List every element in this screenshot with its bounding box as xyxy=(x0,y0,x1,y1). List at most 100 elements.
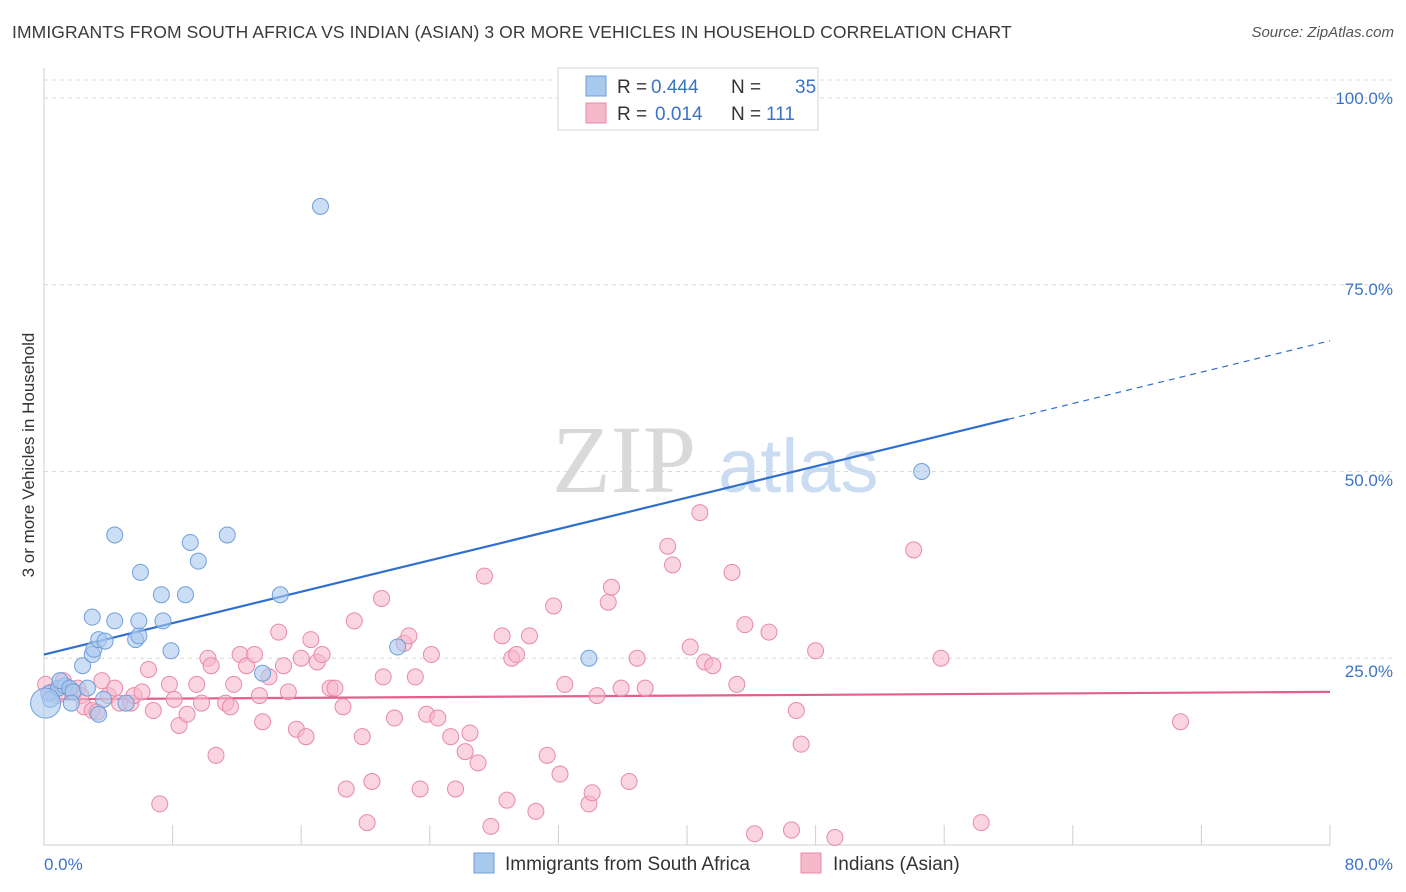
data-point-indians-asian xyxy=(508,646,526,664)
data-point-south-africa xyxy=(106,612,124,630)
data-point-indians-asian xyxy=(520,627,538,645)
data-point-indians-asian xyxy=(461,724,479,742)
data-point-indians-asian xyxy=(334,698,352,716)
data-point-indians-asian xyxy=(165,690,183,708)
x-tick-label: 0.0% xyxy=(44,855,83,874)
data-point-indians-asian xyxy=(270,623,288,641)
data-point-south-africa xyxy=(189,552,207,570)
data-point-indians-asian xyxy=(760,623,778,641)
data-point-south-africa xyxy=(130,612,148,630)
data-point-south-africa xyxy=(78,679,96,697)
data-point-indians-asian xyxy=(313,646,331,664)
data-point-indians-asian xyxy=(337,780,355,798)
data-point-south-africa xyxy=(30,687,62,719)
y-tick-label: 100.0% xyxy=(1335,89,1393,108)
data-point-indians-asian xyxy=(602,578,620,596)
data-point-south-africa xyxy=(154,612,172,630)
data-point-south-africa xyxy=(131,563,149,581)
data-point-indians-asian xyxy=(254,713,272,731)
data-point-indians-asian xyxy=(1172,713,1190,731)
data-point-indians-asian xyxy=(144,702,162,720)
data-point-indians-asian xyxy=(636,679,654,697)
data-point-indians-asian xyxy=(599,593,617,611)
data-point-indians-asian xyxy=(297,728,315,746)
data-point-south-africa xyxy=(130,627,148,645)
data-point-south-africa xyxy=(311,197,329,215)
data-points xyxy=(30,197,1190,847)
bottom-legend-swatch-pink xyxy=(800,852,822,874)
bottom-legend-swatch-blue xyxy=(473,852,495,874)
y-tick-label: 50.0% xyxy=(1345,471,1393,490)
data-point-indians-asian xyxy=(556,675,574,693)
bottom-legend: Immigrants from South Africa Indians (As… xyxy=(473,852,960,875)
data-point-indians-asian xyxy=(498,791,516,809)
bottom-legend-label: Indians (Asian) xyxy=(833,854,960,875)
data-point-south-africa xyxy=(106,526,124,544)
data-point-south-africa xyxy=(94,690,112,708)
data-point-indians-asian xyxy=(447,780,465,798)
legend-n-value: 35 xyxy=(795,77,816,98)
data-point-indians-asian xyxy=(202,657,220,675)
data-point-south-africa xyxy=(96,632,114,650)
trend-line-indians-asian xyxy=(43,690,1331,701)
data-point-indians-asian xyxy=(456,743,474,761)
data-point-indians-asian xyxy=(482,817,500,835)
data-point-indians-asian xyxy=(363,773,381,791)
data-point-indians-asian xyxy=(583,784,601,802)
data-point-indians-asian xyxy=(406,668,424,686)
watermark-atlas: atlas xyxy=(718,424,879,509)
data-point-indians-asian xyxy=(493,627,511,645)
data-point-indians-asian xyxy=(807,642,825,660)
legend-n-label: N = xyxy=(731,77,761,98)
data-point-indians-asian xyxy=(193,694,211,712)
data-point-south-africa xyxy=(176,586,194,604)
data-point-indians-asian xyxy=(728,675,746,693)
data-point-indians-asian xyxy=(374,668,392,686)
legend: R = 0.444 N = 35 R = 0.014 N = 111 xyxy=(557,67,819,131)
legend-n-value: 111 xyxy=(766,104,795,125)
data-point-indians-asian xyxy=(302,631,320,649)
data-point-south-africa xyxy=(580,649,598,667)
data-point-indians-asian xyxy=(133,683,151,701)
data-point-south-africa xyxy=(62,694,80,712)
data-point-indians-asian xyxy=(207,746,225,764)
data-point-indians-asian xyxy=(246,646,264,664)
data-point-south-africa xyxy=(254,664,272,682)
data-point-indians-asian xyxy=(664,556,682,574)
data-point-indians-asian xyxy=(279,683,297,701)
bottom-legend-label: Immigrants from South Africa xyxy=(505,854,750,875)
data-point-indians-asian xyxy=(353,728,371,746)
data-point-indians-asian xyxy=(826,829,844,847)
data-point-indians-asian xyxy=(151,795,169,813)
data-point-indians-asian xyxy=(469,754,487,772)
data-point-indians-asian xyxy=(373,589,391,607)
data-point-indians-asian xyxy=(972,814,990,832)
data-point-indians-asian xyxy=(442,728,460,746)
legend-r-value: 0.444 xyxy=(651,77,699,98)
x-tick-label: 80.0% xyxy=(1345,855,1393,874)
data-point-indians-asian xyxy=(551,765,569,783)
chart-title: IMMIGRANTS FROM SOUTH AFRICA VS INDIAN (… xyxy=(12,22,1012,42)
y-tick-label: 25.0% xyxy=(1345,662,1393,681)
data-point-indians-asian xyxy=(292,649,310,667)
legend-r-label: R = xyxy=(617,104,647,125)
data-point-indians-asian xyxy=(736,616,754,634)
data-point-indians-asian xyxy=(628,649,646,667)
data-point-indians-asian xyxy=(588,687,606,705)
watermark-zip: ZIP xyxy=(552,406,696,513)
data-point-indians-asian xyxy=(358,814,376,832)
data-point-indians-asian xyxy=(385,709,403,727)
y-tick-label: 75.0% xyxy=(1345,280,1393,299)
data-point-indians-asian xyxy=(429,709,447,727)
axes xyxy=(43,68,1331,846)
data-point-indians-asian xyxy=(932,649,950,667)
data-point-indians-asian xyxy=(188,675,206,693)
data-point-indians-asian xyxy=(422,646,440,664)
trend-line-south-africa xyxy=(43,418,1009,656)
data-point-south-africa xyxy=(83,608,101,626)
data-point-indians-asian xyxy=(792,735,810,753)
y-axis-label: 3 or more Vehicles in Household xyxy=(19,333,38,578)
legend-r-value: 0.014 xyxy=(655,104,703,125)
data-point-indians-asian xyxy=(250,687,268,705)
